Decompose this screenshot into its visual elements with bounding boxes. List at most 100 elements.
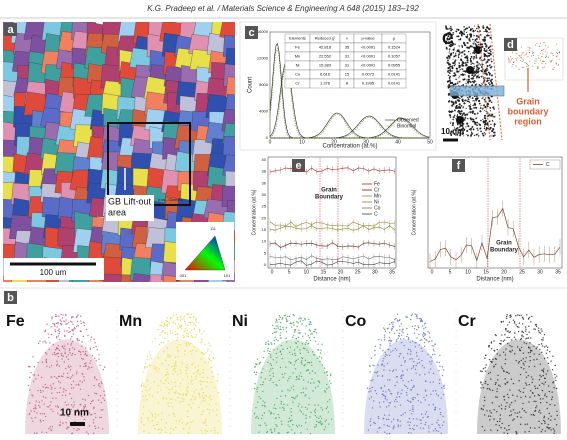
atom [482, 408, 484, 411]
atom [370, 379, 372, 382]
atom [268, 410, 270, 412]
atom [468, 112, 470, 114]
atom [320, 422, 322, 424]
atom [541, 422, 543, 425]
atom [83, 365, 85, 368]
atom [503, 399, 506, 401]
atom [44, 340, 46, 343]
atom [75, 316, 78, 319]
atom [453, 72, 456, 75]
atom [456, 133, 459, 136]
atom [54, 329, 56, 331]
atom [374, 345, 376, 347]
atom [143, 399, 145, 401]
atom [408, 418, 411, 420]
atom [461, 114, 464, 117]
atom [427, 353, 429, 356]
atom [271, 332, 274, 335]
atom [515, 432, 518, 434]
atom [79, 351, 82, 353]
grain [102, 273, 126, 282]
atom [499, 385, 501, 387]
atom [288, 315, 291, 318]
atom [68, 366, 70, 369]
inset-point [507, 59, 509, 61]
atom [416, 355, 418, 357]
atom [189, 316, 192, 319]
atom [165, 324, 167, 327]
atom [292, 385, 295, 387]
atom [412, 396, 415, 399]
atom [378, 338, 380, 341]
atom [203, 330, 205, 333]
atom [74, 420, 76, 423]
atom [167, 356, 169, 358]
atom [192, 420, 194, 422]
atom [47, 333, 49, 335]
atom [288, 417, 291, 419]
atom [103, 394, 106, 396]
atom [181, 318, 183, 321]
atom [528, 346, 530, 349]
atom [448, 48, 451, 50]
atom [388, 336, 391, 339]
atom [259, 424, 262, 427]
atom [509, 331, 512, 333]
atom [189, 321, 192, 324]
atom [493, 418, 495, 420]
atom [367, 429, 370, 431]
atom [394, 347, 396, 350]
atom [80, 353, 82, 356]
atom [541, 389, 544, 392]
atom [382, 390, 384, 392]
atom [413, 385, 415, 387]
atom [164, 337, 166, 340]
atom [308, 361, 310, 364]
atom [57, 352, 59, 354]
atom [55, 353, 58, 355]
atom [91, 355, 94, 357]
table-cell-text: 0.0955 [388, 63, 401, 68]
atom [77, 325, 79, 327]
atom [396, 400, 398, 403]
atom [171, 365, 173, 368]
atom [201, 340, 203, 343]
atom [200, 429, 203, 432]
atom [65, 389, 67, 392]
atom [400, 374, 403, 376]
atom [50, 429, 53, 432]
atom [512, 382, 515, 385]
atom [263, 350, 265, 353]
atom [432, 372, 435, 375]
atom [40, 376, 43, 379]
atom [58, 332, 60, 335]
atom [449, 81, 452, 83]
atom [397, 424, 400, 426]
atom [299, 409, 301, 411]
atom [478, 83, 481, 86]
atom [379, 344, 381, 346]
atom [180, 325, 183, 327]
atom [467, 125, 470, 128]
atom [524, 395, 527, 398]
atom [143, 385, 145, 387]
atom [472, 118, 475, 121]
inset-point [532, 55, 534, 57]
atom [150, 412, 153, 414]
x-tick-label: 50 [427, 139, 433, 145]
atom [466, 35, 469, 37]
atom [321, 343, 323, 346]
atom [33, 407, 35, 410]
atom [461, 124, 463, 126]
atom [550, 360, 552, 362]
panel-tag-bg [504, 38, 517, 51]
atom [153, 365, 155, 368]
atom [285, 331, 288, 333]
atom [458, 106, 461, 108]
atom [55, 335, 58, 338]
atom [72, 316, 74, 318]
atom [470, 33, 473, 36]
atom [484, 72, 486, 75]
atom [165, 386, 168, 388]
atom [56, 337, 58, 339]
